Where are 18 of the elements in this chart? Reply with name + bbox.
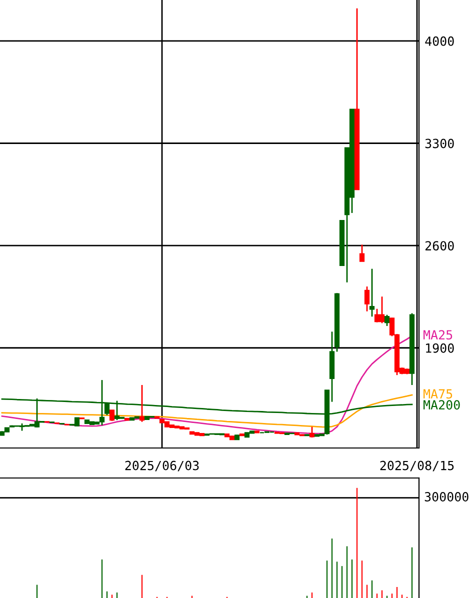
candlestick bbox=[309, 426, 315, 438]
y-tick-label: 2600 bbox=[425, 241, 454, 251]
text: 300000 bbox=[424, 492, 468, 502]
x-tick-label: 2025/08/15 bbox=[380, 460, 454, 472]
line-series bbox=[1, 394, 413, 428]
candlestick bbox=[139, 384, 145, 423]
series-label: MA25 bbox=[424, 330, 452, 340]
candlestick bbox=[364, 286, 370, 312]
y-tick-label: 1900 bbox=[426, 343, 454, 353]
y-tick-label: 4000 bbox=[425, 36, 454, 46]
candlestick bbox=[384, 314, 390, 327]
y-tick-label: 3300 bbox=[425, 138, 454, 148]
candlestick bbox=[109, 409, 115, 422]
candlestick bbox=[359, 244, 365, 262]
series-label: MA200 bbox=[424, 400, 460, 410]
series-label: MA75 bbox=[424, 389, 452, 399]
x-tick-label: 2025/06/03 bbox=[125, 460, 199, 472]
candlestick bbox=[369, 268, 375, 318]
